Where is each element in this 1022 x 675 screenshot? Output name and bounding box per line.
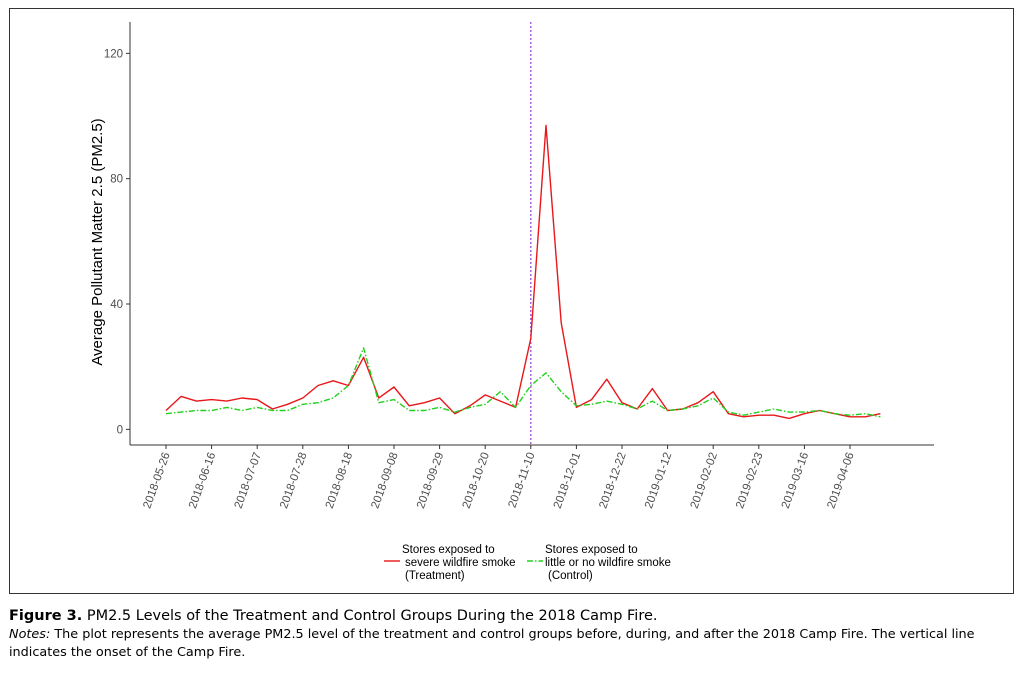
- y-tick-label: 0: [117, 424, 123, 436]
- x-tick-label: 2019-02-23: [734, 451, 765, 510]
- x-tick-label: 2018-06-16: [187, 451, 218, 510]
- notes-label: Notes:: [9, 627, 51, 642]
- control-series-line: [165, 347, 881, 418]
- x-tick-label: 2018-12-01: [552, 451, 583, 510]
- x-tick-label: 2018-07-07: [233, 451, 264, 510]
- treatment-series-line: [165, 124, 881, 420]
- pm25-line-chart: Average Pollutant Matter 2.5 (PM2.5) 0 40…: [89, 22, 934, 582]
- x-tick-label: 2018-08-18: [324, 451, 355, 510]
- legend-treatment-line1: Stores exposed to: [402, 544, 495, 556]
- x-tick-label: 2018-05-26: [141, 451, 172, 510]
- x-tick-label: 2019-02-02: [689, 451, 720, 510]
- legend-treatment-line2: severe wildfire smoke: [405, 557, 516, 569]
- x-tick-label: 2018-12-22: [597, 451, 628, 510]
- figure-caption: Figure 3. PM2.5 Levels of the Treatment …: [9, 606, 1017, 662]
- legend-control-line1: Stores exposed to: [545, 544, 638, 556]
- y-tick-label: 40: [110, 299, 123, 311]
- figure-label: Figure 3.: [9, 608, 83, 624]
- x-tick-label: 2019-03-16: [780, 451, 811, 510]
- figure-title: PM2.5 Levels of the Treatment and Contro…: [86, 608, 658, 624]
- x-tick-label: 2018-09-08: [369, 451, 400, 510]
- x-tick-label: 2018-10-20: [461, 451, 492, 510]
- x-tick-label: 2018-11-10: [507, 451, 538, 510]
- legend-control-line2: little or no wildfire smoke: [545, 557, 671, 569]
- legend-control-line3: (Control): [548, 570, 593, 582]
- y-tick-label: 120: [104, 48, 123, 60]
- notes-text: The plot represents the average PM2.5 le…: [9, 627, 975, 660]
- x-tick-label: 2019-01-12: [643, 451, 674, 510]
- legend-treatment-line3: (Treatment): [405, 570, 465, 582]
- y-tick-label: 80: [110, 174, 123, 186]
- y-axis-title: Average Pollutant Matter 2.5 (PM2.5): [89, 118, 106, 365]
- x-tick-label: 2018-07-28: [278, 451, 309, 510]
- figure-frame: [9, 8, 1014, 594]
- x-tick-label: 2019-04-06: [825, 451, 856, 510]
- x-tick-label: 2018-09-29: [415, 451, 446, 510]
